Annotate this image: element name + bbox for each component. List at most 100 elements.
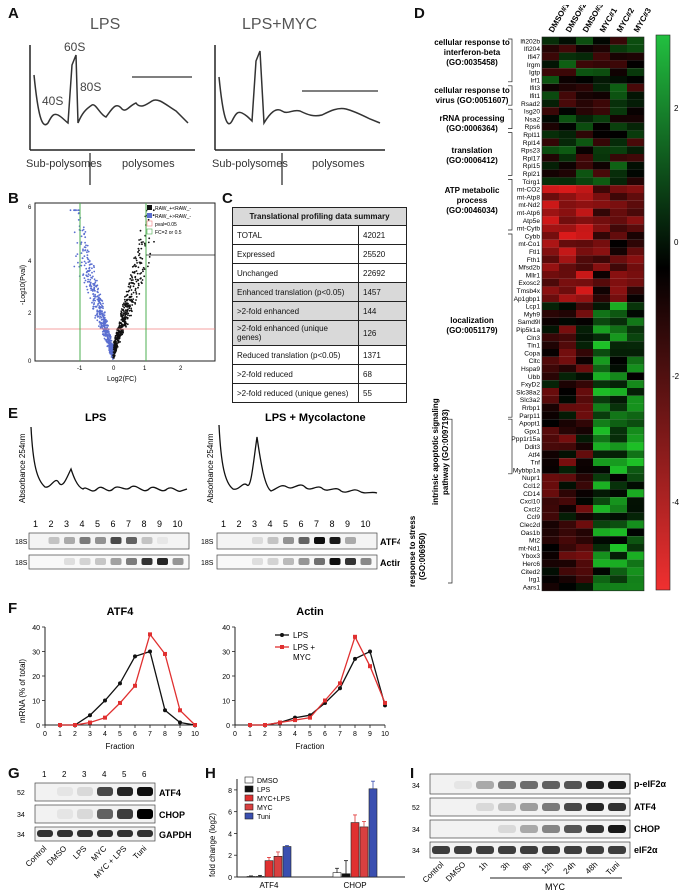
go-label-line: localization — [450, 316, 494, 325]
heatmap-cell — [627, 255, 644, 264]
volcano-point — [133, 283, 136, 285]
go-label-line: translation — [452, 146, 493, 155]
western-i-bands — [432, 781, 626, 854]
volcano-point — [99, 303, 102, 305]
heatmap-gene-label: Exosc2 — [518, 280, 540, 287]
volcano-point — [104, 319, 107, 322]
volcano-point — [128, 289, 131, 292]
f-point — [103, 715, 107, 720]
heatmap-cell — [610, 559, 627, 568]
volcano-point — [127, 314, 129, 316]
volcano-point — [134, 278, 137, 281]
volcano-point — [131, 276, 134, 279]
i-band — [608, 781, 626, 789]
panel-letter-d: D — [414, 5, 425, 22]
volcano-point — [107, 342, 110, 345]
f-ytick-label: 40 — [32, 625, 40, 632]
fraction-label: 8 — [330, 519, 335, 529]
heatmap-cell — [627, 411, 644, 420]
northern-band — [314, 537, 325, 544]
heatmap-cell — [542, 91, 559, 100]
volcano-point — [100, 316, 103, 319]
volcano-point — [110, 356, 113, 358]
volcano-point — [93, 282, 95, 285]
heatmap-cell — [542, 559, 559, 568]
heatmap-cell — [610, 575, 627, 583]
heatmap-cell — [627, 458, 644, 466]
volcano-legend-3: FC=2 or 0.5 — [155, 230, 182, 236]
volcano-point — [137, 266, 140, 269]
volcano-point — [80, 235, 83, 238]
volcano-point — [93, 303, 95, 306]
g-lane-number: 4 — [102, 770, 107, 779]
heatmap-cell — [627, 559, 644, 568]
heatmap-cell — [627, 302, 644, 310]
volcano-point — [124, 296, 126, 298]
volcano-point — [97, 302, 100, 305]
panel-a-left-title: LPS — [90, 16, 120, 33]
volcano-point — [88, 266, 91, 269]
heatmap-cell — [610, 481, 627, 490]
volcano-point — [109, 340, 111, 342]
volcano-point — [124, 324, 127, 327]
heatmap-cell — [542, 161, 559, 170]
summary-title: Translational profiling data summary — [232, 207, 407, 226]
volcano-point — [125, 299, 128, 301]
heatmap-gene-label: Ifi202b — [520, 38, 540, 45]
heatmap-cell — [559, 146, 576, 154]
f-xtick-label: 4 — [103, 731, 107, 738]
heatmap-go-labels: cellular response tointerferon-beta(GO:0… — [434, 38, 513, 584]
heatmap-cell — [627, 91, 644, 100]
heatmap-cell — [593, 263, 610, 271]
summary-row: Enhanced translation (p<0.05) 1457 — [232, 282, 407, 302]
panel-letter-e: E — [8, 405, 19, 422]
summary-row-label: >2-fold reduced (unique genes) — [232, 383, 359, 403]
heatmap-gene-label: Oas1b — [521, 530, 541, 537]
volcano-point — [92, 293, 94, 295]
heatmap-cell — [542, 138, 559, 147]
fraction-label: 1 — [33, 519, 38, 529]
volcano-point — [123, 302, 125, 305]
f-xtick-label: 1 — [58, 731, 62, 738]
heatmap-cell — [576, 193, 593, 201]
volcano-point — [132, 271, 135, 274]
volcano-point — [131, 265, 134, 268]
f-point — [163, 651, 167, 656]
g-band — [77, 787, 93, 796]
volcano-point — [120, 313, 123, 316]
f-point — [118, 681, 122, 686]
heatmap-cell — [593, 115, 610, 123]
volcano-point — [99, 301, 101, 304]
heatmap-cell — [610, 44, 627, 53]
heatmap-cell — [593, 154, 610, 162]
volcano-point — [124, 300, 127, 303]
i-sample-label: Tuni — [604, 860, 621, 877]
heatmap-cell — [576, 68, 593, 76]
heatmap-cell — [627, 44, 644, 53]
volcano-point — [77, 209, 80, 212]
heatmap-cell — [627, 333, 644, 342]
volcano-point — [127, 285, 130, 288]
heatmap-cell — [576, 138, 593, 147]
heatmap-gene-label: Hspa9 — [521, 366, 540, 373]
heatmap-cell — [559, 122, 576, 131]
heatmap-gene-label: Apopt1 — [519, 421, 540, 428]
heatmap-cell — [610, 364, 627, 373]
northern-band — [267, 558, 279, 565]
peak-60s: 60S — [64, 40, 85, 54]
heatmap-gene-label: Mllr1 — [526, 272, 541, 279]
volcano-point — [130, 314, 132, 317]
heatmap-cell — [542, 83, 559, 92]
volcano-point — [84, 231, 87, 233]
volcano-point — [114, 345, 117, 348]
volcano-point — [147, 265, 149, 268]
heatmap-cell — [627, 575, 644, 583]
heatmap-cell — [542, 239, 559, 248]
f-xlabel: Fraction — [296, 742, 325, 751]
h-ytick-label: 6 — [228, 810, 232, 817]
volcano-point — [138, 252, 141, 255]
heatmap-cell — [610, 466, 627, 474]
heatmap-cell — [576, 286, 593, 295]
heatmap-cell — [593, 200, 610, 209]
